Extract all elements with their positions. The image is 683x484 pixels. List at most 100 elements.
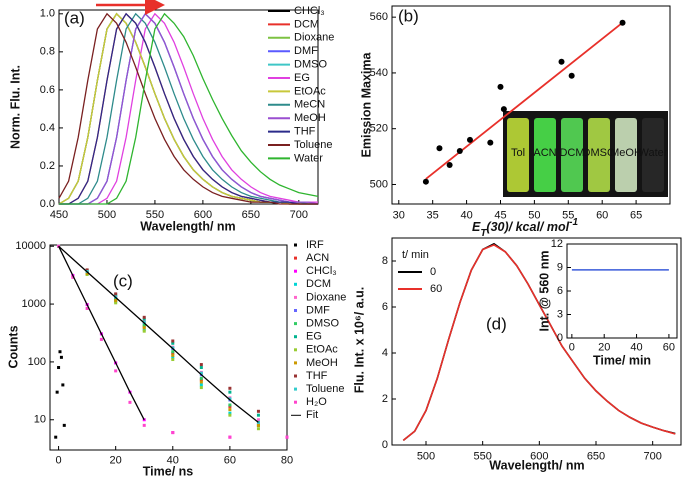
x-tick-label: 55: [562, 209, 574, 221]
legend-swatch: [294, 335, 297, 339]
y-tick-label: 1000: [22, 298, 46, 310]
data-point: [228, 413, 232, 417]
x-tick-label: 450: [50, 209, 68, 221]
x-tick-label: 550: [146, 209, 164, 221]
data-point: [256, 409, 260, 413]
data-point: [199, 371, 203, 375]
legend-swatch: [294, 269, 297, 273]
legend-swatch: [294, 374, 297, 378]
legend-label: MeCN: [294, 99, 325, 111]
data-point: [171, 339, 175, 343]
vial-label: Tol: [511, 147, 525, 159]
legend-swatch: [294, 243, 297, 247]
x-tick-label: 650: [587, 450, 605, 462]
data-point: [199, 363, 203, 367]
x-tick-label: 40: [630, 341, 642, 353]
x-tick-label: 0: [56, 454, 62, 466]
spectrum-line: [59, 12, 318, 205]
data-point: [142, 315, 146, 319]
data-point: [85, 271, 89, 275]
data-point: [128, 400, 132, 404]
data-point: [142, 323, 146, 327]
y-tick-label: 6: [382, 301, 388, 313]
x-tick-label: 650: [242, 209, 260, 221]
x-axis-label: ET(30)/ kcal/ mol-1: [472, 217, 578, 239]
legend-label: 0: [430, 266, 436, 278]
label-part: E: [472, 220, 481, 234]
legend-label: EG: [294, 72, 310, 84]
legend-swatch: [294, 256, 297, 260]
data-point: [114, 301, 118, 305]
data-point: [500, 106, 507, 113]
y-tick-label: 520: [370, 123, 388, 135]
data-point: [256, 423, 260, 427]
x-tick-label: 80: [281, 454, 293, 466]
spectrum-line: [59, 12, 319, 205]
panel-label: (d): [486, 314, 507, 333]
legend-label: DMSO: [294, 59, 327, 71]
data-point: [114, 369, 118, 373]
data-point: [171, 341, 175, 345]
legend-label: Water: [294, 152, 323, 164]
label-part: (30)/ kcal/ mol: [486, 220, 569, 234]
legend-label: CHCl₃: [294, 5, 325, 17]
panel-label: (a): [64, 8, 85, 27]
spectrum-line: [59, 12, 319, 205]
legend-label: MeOH: [306, 357, 338, 369]
x-tick-label: 600: [530, 450, 548, 462]
x-tick-label: 20: [110, 454, 122, 466]
y-axis-label: Counts: [6, 325, 20, 368]
data-point: [142, 329, 146, 333]
fit-line: [58, 245, 259, 423]
vial-label: ACN: [533, 147, 556, 159]
data-point: [55, 390, 59, 394]
x-axis-label: Time/ ns: [143, 464, 194, 478]
y-tick-label: 500: [370, 178, 388, 190]
legend-swatch: [294, 282, 297, 286]
legend-swatch: [294, 387, 297, 391]
y-tick-label: 100: [28, 356, 46, 368]
data-point: [59, 355, 63, 359]
plot-frame: [58, 9, 319, 205]
data-point: [199, 386, 203, 390]
inset-y-label: Int. @ 560 nm: [537, 251, 551, 332]
inset-x-label: Time/ min: [593, 353, 651, 367]
data-point: [114, 299, 118, 303]
x-tick-label: 700: [643, 450, 661, 462]
x-tick-label: 20: [598, 341, 610, 353]
data-point: [228, 386, 232, 390]
y-axis-label: Flu. Int. x 10⁶/ a.u.: [352, 287, 366, 393]
data-point: [54, 435, 58, 439]
spectrum-line: [59, 12, 318, 205]
x-tick-label: 50: [528, 209, 540, 221]
data-point: [171, 353, 175, 357]
y-tick-label: 540: [370, 67, 388, 79]
y-tick-label: 560: [370, 11, 388, 23]
data-point: [228, 411, 232, 415]
data-point: [256, 420, 260, 424]
inset-photo: [503, 111, 668, 197]
y-axis-label: Emission Maxima: [359, 52, 373, 158]
data-point: [228, 397, 232, 401]
legend-swatch: [294, 348, 297, 352]
label-part: -1: [569, 217, 578, 228]
vial-label: Water: [639, 147, 668, 159]
data-point: [487, 139, 494, 146]
label-part: T: [480, 228, 487, 239]
legend-title: t/ min: [402, 249, 429, 261]
legend-label: MeOH: [294, 112, 326, 124]
x-tick-label: 30: [393, 209, 405, 221]
data-point: [171, 358, 175, 362]
data-point: [497, 83, 504, 90]
vial: [534, 118, 556, 192]
vial: [507, 118, 529, 192]
data-point: [436, 145, 443, 152]
legend-label: DMF: [294, 45, 318, 57]
plot-frame: [391, 237, 682, 446]
data-point: [142, 326, 146, 330]
y-tick-label: 4: [382, 347, 388, 359]
y-tick-label: 10: [34, 414, 46, 426]
plot-frame: [391, 5, 671, 205]
data-point: [199, 376, 203, 380]
